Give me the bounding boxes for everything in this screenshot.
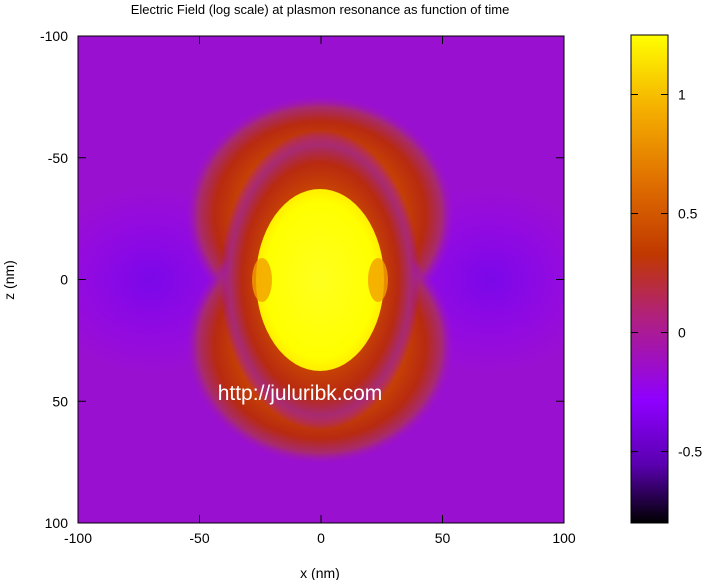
y-tick-label-1: -50	[48, 150, 68, 166]
particle-core	[256, 189, 384, 371]
x-tick-label-0: -100	[64, 530, 92, 546]
y-ticks: -100 -50 0 50 100	[40, 28, 564, 531]
x-tick-label-1: -50	[189, 530, 209, 546]
colorbar-ticks: -0.5 0 0.5 1	[631, 87, 702, 460]
x-ticks: -100 -50 0 50 100	[64, 36, 576, 546]
y-tick-label-0: -100	[40, 28, 68, 44]
y-tick-label-4: 100	[45, 515, 69, 531]
colorbar-tick-label-2: 0.5	[678, 206, 698, 222]
watermark: http://juluribk.com	[218, 382, 383, 405]
colorbar-tick-label-0: -0.5	[678, 444, 702, 460]
x-tick-label-2: 0	[317, 530, 325, 546]
colorbar-tick-label-3: 1	[678, 87, 686, 103]
particle-edge-left	[252, 258, 272, 302]
y-tick-label-2: 0	[60, 272, 68, 288]
y-tick-label-3: 50	[52, 393, 68, 409]
colorbar-tick-label-1: 0	[678, 325, 686, 341]
x-tick-label-3: 50	[435, 530, 451, 546]
chart-title: Electric Field (log scale) at plasmon re…	[131, 2, 510, 17]
y-axis-label: z (nm)	[1, 260, 17, 300]
plot-area	[78, 36, 564, 523]
colorbar	[630, 34, 669, 524]
x-axis-label: x (nm)	[300, 565, 340, 580]
x-tick-label-4: 100	[552, 530, 576, 546]
particle-edge-right	[368, 258, 388, 302]
